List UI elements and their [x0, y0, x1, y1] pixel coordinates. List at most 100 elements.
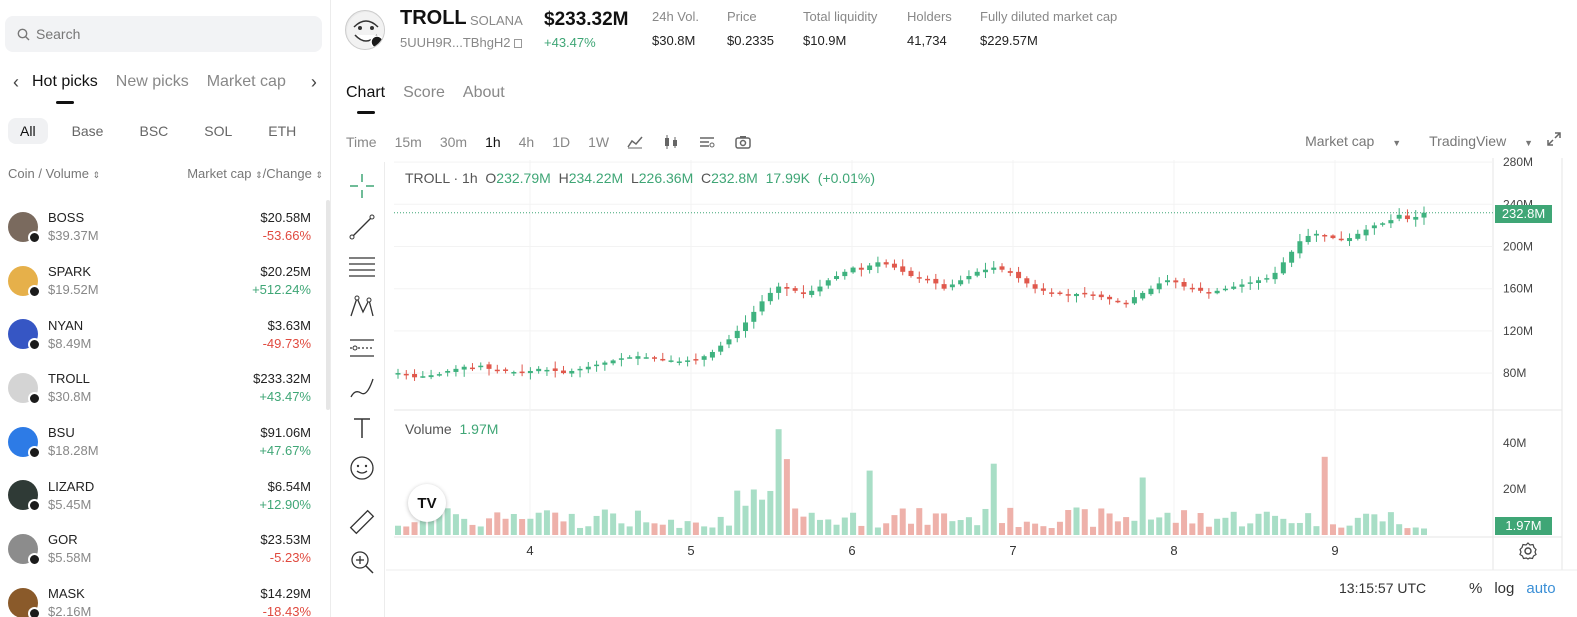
candle-body [1355, 233, 1361, 239]
coin-row-troll[interactable]: TROLL $30.8M $233.32M +43.47% [0, 361, 325, 415]
fullscreen-icon[interactable] [1547, 132, 1561, 149]
candles-icon[interactable] [663, 135, 679, 149]
emoji-icon[interactable] [348, 454, 376, 482]
volume-bar [1396, 524, 1403, 535]
coin-avatar [8, 480, 41, 513]
list-scrollbar[interactable] [326, 200, 330, 410]
candle-body [676, 361, 682, 363]
candle-body [834, 276, 840, 280]
chain-all[interactable]: All [8, 118, 48, 144]
coin-row-spark[interactable]: SPARK $19.52M $20.25M +512.24% [0, 254, 325, 308]
tradingview-dropdown[interactable]: TradingView ▼ [1415, 133, 1533, 149]
volume-bar [1363, 513, 1370, 535]
tf-1w[interactable]: 1W [588, 134, 610, 150]
coin-info: BSU $18.28M [48, 425, 259, 458]
candle-body [718, 345, 724, 352]
settings-lines-icon[interactable] [699, 135, 715, 149]
tab-hot-picks[interactable]: Hot picks [32, 68, 98, 96]
coin-symbol: GOR [48, 532, 78, 548]
volume-bar [527, 518, 534, 535]
tf-1h[interactable]: 1h [485, 134, 501, 150]
copy-icon[interactable] [513, 39, 522, 49]
trendline-icon[interactable] [348, 213, 376, 241]
volume-bar [1263, 511, 1270, 535]
tf-4h[interactable]: 4h [518, 134, 535, 150]
sort-coin-volume[interactable]: Coin / Volume ⇕ [8, 166, 100, 181]
legend-high: 234.22M [568, 170, 624, 186]
coin-avatar [8, 319, 41, 352]
chain-eth[interactable]: ETH [268, 123, 297, 139]
candle-body [1107, 296, 1113, 300]
scale-options: % log auto [1457, 580, 1556, 597]
candle-body [1181, 281, 1187, 287]
sort-market-cap[interactable]: Market cap ⇕/Change ⇕ [187, 166, 323, 181]
token-address[interactable]: 5UUH9R...TBhgH2 [400, 35, 522, 50]
volume-bar [436, 508, 443, 535]
log-scale-toggle[interactable]: log [1494, 580, 1515, 597]
market-cap-dropdown[interactable]: Market cap ▼ [1291, 133, 1401, 149]
tab-score[interactable]: Score [403, 84, 445, 101]
search-icon [17, 28, 30, 40]
coin-row-gor[interactable]: GOR $5.58M $23.53M -5.23% [0, 522, 325, 576]
candle-body [1264, 278, 1270, 280]
auto-scale-toggle[interactable]: auto [1526, 580, 1556, 597]
tradingview-logo[interactable]: TV [408, 484, 446, 522]
candle-body [635, 356, 641, 359]
tab-market-cap[interactable]: Market cap [206, 73, 286, 90]
search-input[interactable] [36, 26, 296, 42]
coin-row-lizard[interactable]: LIZARD $5.45M $6.54M +12.90% [0, 468, 325, 522]
tf-30m[interactable]: 30m [439, 134, 468, 150]
chain-bsc[interactable]: BSC [139, 123, 169, 139]
zoom-in-icon[interactable] [348, 548, 376, 576]
volume-bar [651, 523, 658, 535]
price-tick-label: 200M [1503, 239, 1533, 253]
sort-icon: ⇕ [255, 170, 263, 180]
text-tool-icon[interactable] [348, 414, 376, 442]
coin-avatar [8, 372, 41, 405]
percent-scale-toggle[interactable]: % [1469, 580, 1483, 597]
chain-base[interactable]: Base [71, 123, 104, 139]
search-box[interactable] [5, 16, 322, 52]
coin-row-nyan[interactable]: NYAN $8.49M $3.63M -49.73% [0, 307, 325, 361]
candle-body [1388, 220, 1394, 224]
crosshair-icon[interactable] [348, 172, 376, 200]
volume-bar [792, 508, 799, 535]
indicators-icon[interactable] [627, 135, 643, 149]
tf-1d[interactable]: 1D [552, 134, 571, 150]
candle-body [809, 290, 815, 295]
candle-body [767, 292, 773, 302]
coin-row-mask[interactable]: MASK $2.16M $14.29M -18.43% [0, 576, 325, 617]
volume-bar [883, 523, 890, 535]
solana-badge-icon [28, 445, 41, 459]
coin-row-bsu[interactable]: BSU $18.28M $91.06M +47.67% [0, 415, 325, 469]
coin-list: BOSS $39.37M $20.58M -53.66% SPARK $19.52M $20… [0, 200, 325, 617]
solana-badge-icon [28, 284, 41, 298]
tf-15m[interactable]: 15m [394, 134, 422, 150]
tf-time[interactable]: Time [346, 134, 377, 150]
volume-bar [1114, 521, 1121, 535]
volume-bar [717, 516, 724, 535]
coin-row-boss[interactable]: BOSS $39.37M $20.58M -53.66% [0, 200, 325, 254]
pattern-icon[interactable] [348, 293, 376, 321]
chevron-left-icon[interactable]: ‹ [13, 72, 19, 92]
forecast-icon[interactable] [348, 334, 376, 362]
tab-about[interactable]: About [462, 84, 505, 101]
coin-stats: $3.63M -49.73% [263, 318, 311, 351]
chevron-right-icon[interactable]: › [310, 72, 317, 92]
coin-avatar [8, 211, 41, 244]
tab-new-picks[interactable]: New picks [115, 73, 189, 90]
gear-icon[interactable] [1519, 542, 1537, 560]
fib-lines-icon[interactable] [348, 253, 376, 281]
last-volume-flag: 1.97M [1495, 517, 1552, 535]
coin-volume: $5.45M [48, 496, 92, 512]
chain-sol[interactable]: SOL [204, 123, 233, 139]
token-name: TROLL [400, 7, 467, 29]
ruler-icon[interactable] [348, 508, 376, 536]
coin-market-cap: $233.32M [253, 371, 311, 387]
candle-body [1231, 286, 1237, 289]
brush-icon[interactable] [348, 374, 376, 402]
stat-label: Holders [907, 9, 952, 24]
tab-chart[interactable]: Chart [346, 84, 386, 101]
camera-icon[interactable] [735, 135, 751, 149]
